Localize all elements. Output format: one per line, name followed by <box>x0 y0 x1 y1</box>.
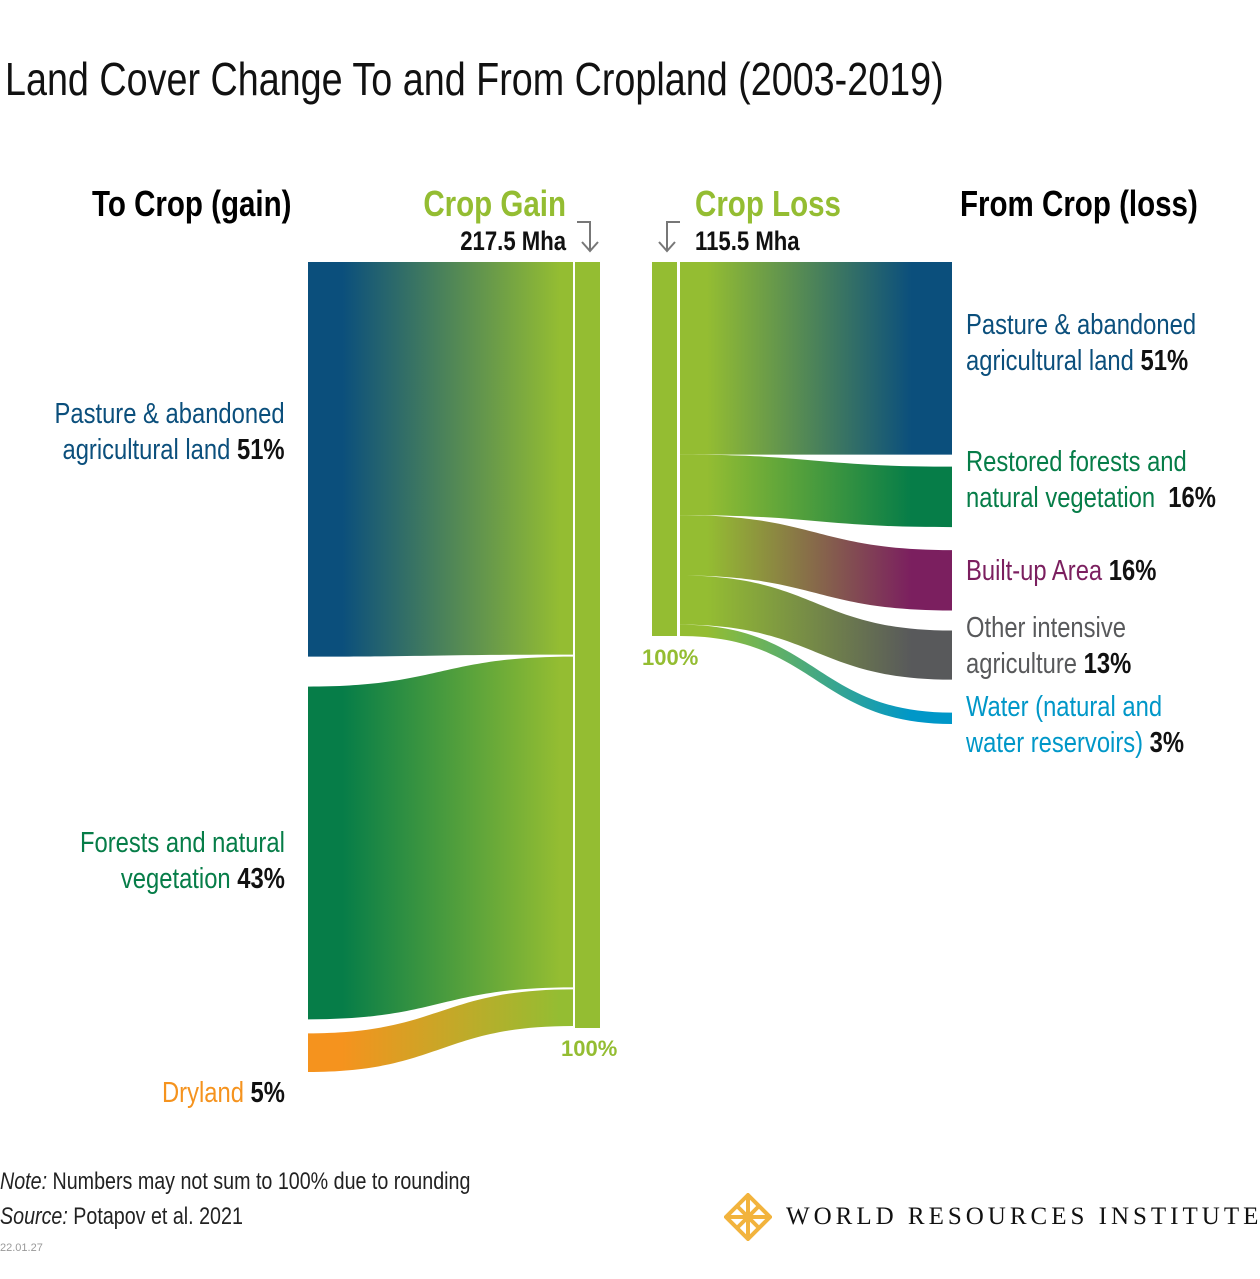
crop-loss-total: 115.5 Mha <box>695 226 800 256</box>
target-label-water: Water (natural and water reservoirs) 3% <box>966 691 1185 759</box>
date-stamp: 22.01.27 <box>0 1242 43 1254</box>
source-note: Source: Potapov et al. 2021 <box>0 1203 243 1230</box>
target-label-restored: Restored forests and natural vegetation 1… <box>966 446 1216 514</box>
chart-title: Land Cover Change To and From Cropland (… <box>5 53 944 105</box>
crop-loss-label: Crop Loss <box>695 183 841 224</box>
gain-flow-1 <box>308 656 573 1020</box>
loss-flow-0 <box>680 262 952 455</box>
crop-loss-node <box>652 262 677 636</box>
wri-logo-text: WORLD RESOURCES INSTITUTE <box>786 1203 1260 1230</box>
footnote: Note: Numbers may not sum to 100% due to… <box>0 1168 471 1195</box>
arrow-down-icon-loss <box>658 221 680 253</box>
source-label-forests: Forests and natural vegetation 43% <box>80 827 285 895</box>
crop-gain-node <box>575 262 600 1028</box>
source-label-dryland: Dryland 5% <box>162 1077 285 1109</box>
arrow-down-icon-gain <box>577 221 599 253</box>
target-label-builtup: Built-up Area 16% <box>966 555 1157 587</box>
crop-gain-total: 217.5 Mha <box>460 226 566 256</box>
target-label-pasture: Pasture & abandoned agricultural land 51% <box>966 309 1197 377</box>
loss-flow-3 <box>680 575 952 680</box>
gain-node-percent: 100% <box>561 1036 618 1061</box>
right-header: From Crop (loss) <box>960 183 1198 224</box>
gain-flow-0 <box>308 262 573 657</box>
loss-node-percent: 100% <box>642 645 699 670</box>
loss-flow-2 <box>680 515 952 611</box>
wri-logo <box>723 1192 773 1246</box>
source-label-pasture: Pasture & abandoned agricultural land 51% <box>54 398 285 466</box>
loss-flow-1 <box>680 454 952 528</box>
loss-flow-4 <box>680 624 952 724</box>
crop-gain-label: Crop Gain <box>423 183 566 224</box>
gain-flow-2 <box>308 989 573 1072</box>
left-header: To Crop (gain) <box>92 183 292 224</box>
target-label-other: Other intensive agriculture 13% <box>966 612 1132 680</box>
wri-logo-icon <box>723 1192 773 1242</box>
